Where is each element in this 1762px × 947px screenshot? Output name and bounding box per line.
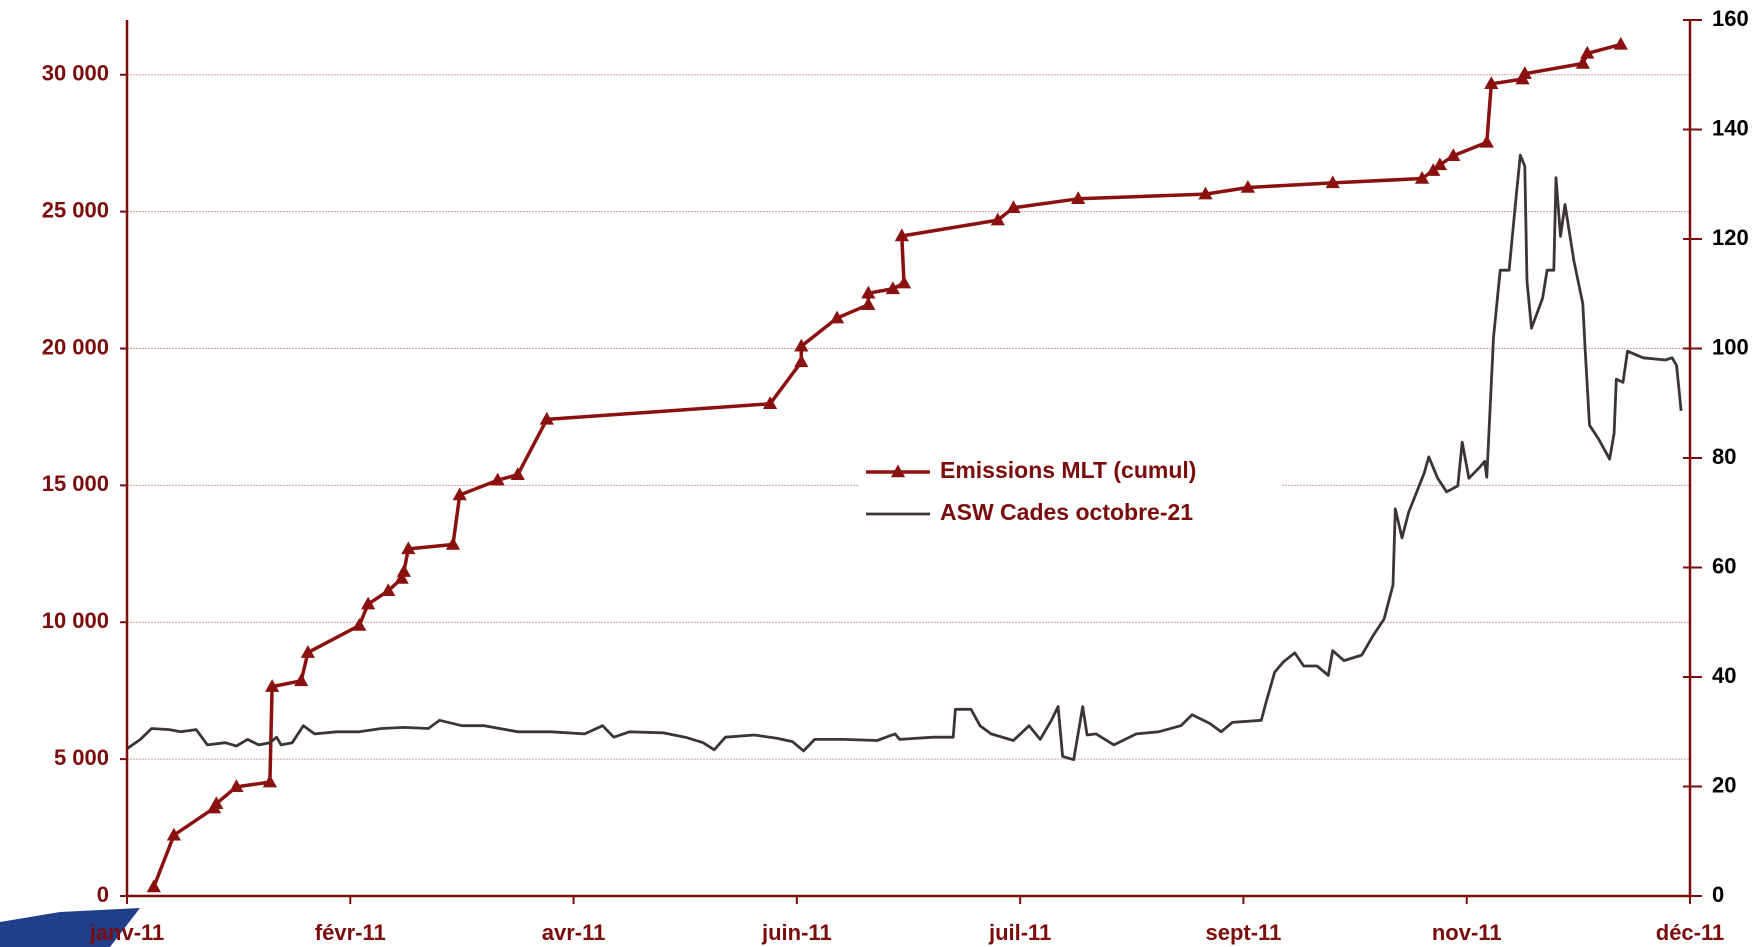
legend-label: ASW Cades octobre-21: [940, 499, 1193, 525]
point-marker: [896, 275, 912, 289]
point-marker: [1325, 175, 1340, 189]
series-line: [126, 153, 1683, 762]
point-marker: [1575, 56, 1590, 69]
series-line: [152, 42, 1622, 888]
y-tick-label: 30 000: [42, 61, 109, 86]
y-tick-label: 5 000: [54, 745, 109, 770]
grid: [127, 74, 1690, 760]
y2-tick-label: 0: [1712, 882, 1724, 907]
point-marker: [300, 645, 315, 658]
x-tick-label: juin-11: [761, 920, 832, 945]
point-marker: [1446, 148, 1461, 162]
point-marker: [294, 673, 309, 687]
point-marker: [394, 570, 409, 584]
point-marker: [794, 338, 809, 352]
point-marker: [794, 354, 809, 368]
y-tick-label: 25 000: [42, 197, 109, 222]
point-marker: [1240, 180, 1256, 193]
point-marker: [452, 487, 467, 501]
point-marker: [381, 583, 396, 597]
y2-tick-label: 100: [1712, 334, 1749, 359]
legend-label: Emissions MLT (cumul): [940, 457, 1196, 483]
x-tick-label: févr-11: [315, 920, 386, 945]
x-tick-label: juil-11: [988, 920, 1051, 945]
point-marker: [510, 467, 525, 480]
axes: 0 5 000 10 000 15 000 20 000 25 000 30 000 0 20 4…: [42, 6, 1749, 945]
point-marker: [1198, 186, 1213, 200]
point-marker: [1580, 45, 1595, 59]
y2-tick-label: 140: [1712, 115, 1749, 140]
y-tick-label: 0: [97, 882, 109, 907]
point-marker: [396, 564, 411, 577]
legend: Emissions MLT (cumul) ASW Cades octobre-2…: [858, 452, 1282, 542]
y2-tick-label: 20: [1712, 772, 1736, 797]
y2-tick-label: 120: [1712, 225, 1749, 250]
y-tick-label: 10 000: [42, 608, 109, 633]
y-tick-label: 15 000: [42, 471, 109, 496]
point-marker: [762, 396, 778, 410]
y-tick-label: 20 000: [42, 334, 109, 359]
legend-marker: [890, 464, 906, 478]
point-marker: [1414, 171, 1430, 184]
point-marker: [265, 679, 280, 692]
decoration: [0, 908, 140, 947]
point-marker: [445, 537, 461, 550]
y2-tick-label: 80: [1712, 444, 1736, 469]
point-marker: [894, 228, 909, 242]
legend-box: [858, 452, 1282, 542]
point-marker: [829, 310, 845, 324]
point-marker: [1479, 134, 1494, 148]
point-marker: [146, 879, 161, 893]
x-tick-label: nov-11: [1432, 920, 1502, 945]
point-marker: [1517, 66, 1532, 79]
point-marker: [1006, 200, 1021, 214]
plot: [126, 36, 1683, 893]
point-marker: [861, 297, 876, 310]
y2-tick-label: 160: [1712, 6, 1749, 31]
point-marker: [1613, 36, 1628, 50]
x-tick-label: avr-11: [542, 920, 606, 945]
point-marker: [885, 281, 900, 295]
point-marker: [990, 212, 1005, 226]
point-marker: [539, 411, 554, 425]
point-marker: [166, 827, 182, 841]
point-marker: [1071, 191, 1086, 205]
point-marker: [490, 472, 505, 486]
point-marker: [262, 774, 278, 788]
point-marker: [361, 596, 376, 610]
y2-tick-label: 60: [1712, 553, 1736, 578]
point-marker: [1484, 76, 1499, 90]
point-marker: [861, 285, 876, 299]
y2-tick-label: 40: [1712, 663, 1736, 688]
point-marker: [401, 541, 416, 555]
x-tick-label: déc-11: [1656, 920, 1725, 945]
point-marker: [209, 796, 224, 809]
x-tick-label: janv-11: [89, 920, 165, 945]
point-marker: [352, 618, 367, 631]
x-tick-label: sept-11: [1206, 920, 1282, 945]
point-marker: [229, 779, 244, 793]
point-marker: [1432, 157, 1448, 171]
